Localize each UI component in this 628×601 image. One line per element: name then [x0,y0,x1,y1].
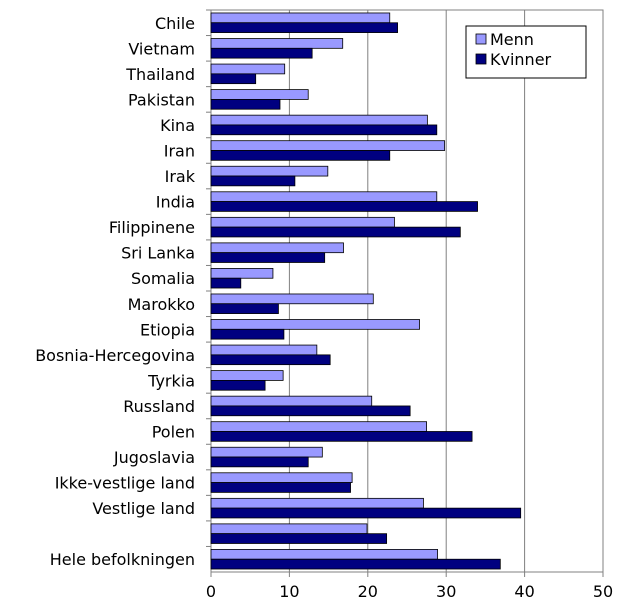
bar-menn [210,216,395,228]
bar-menn [210,191,438,202]
bar-menn [210,446,323,458]
x-tick-label: 30 [436,582,456,601]
category-label: Somalia [131,269,195,288]
bar-kvinner [210,22,398,33]
bar-kvinner [210,482,351,493]
legend-swatch [475,33,487,45]
x-tick-label: 20 [358,582,378,601]
bar-kvinner [210,201,478,212]
category-label: Irak [165,167,196,186]
category-label: Sri Lanka [121,244,195,263]
bar-kvinner [210,405,411,417]
legend-label: Kvinner [490,50,552,69]
category-label: Jugoslavia [113,448,195,467]
bar-menn [210,293,374,305]
bar-kvinner [210,456,309,468]
bar-kvinner [210,175,296,187]
category-label: Hele befolkningen [50,550,195,569]
category-label: Bosnia-Hercegovina [35,346,195,365]
category-label: Filippinene [109,218,195,237]
bars [210,12,522,570]
bar-kvinner [210,73,257,85]
bar-kvinner [210,99,281,110]
category-label: Tyrkia [147,371,195,390]
bar-menn [210,114,428,126]
bar-menn [210,63,286,75]
bar-kvinner [210,558,501,570]
category-label: Marokko [128,295,195,314]
bar-menn [210,89,309,100]
bar-kvinner [210,431,473,442]
bar-kvinner [210,354,331,366]
bar-kvinner [210,277,242,289]
category-label: Iran [164,142,195,161]
bar-kvinner [210,533,388,544]
bar-menn [210,268,274,279]
bar-kvinner [210,226,461,238]
bar-menn [210,38,344,49]
x-tick-label: 10 [279,582,299,601]
bar-menn [210,497,424,509]
category-label: Kina [160,116,195,135]
category-label: Etiopia [140,320,195,339]
bar-menn [210,344,318,356]
bar-menn [210,319,420,330]
bar-menn [210,523,368,535]
category-label: Vestlige land [92,499,195,518]
category-labels: Chile Vietnam Thailand Pakistan Kina Iran Irak… [35,9,211,569]
bar-menn [210,472,353,483]
bar-menn [210,140,446,151]
bar-kvinner [210,507,522,519]
category-label: Ikke-vestlige land [55,474,195,493]
category-label: Polen [152,423,195,442]
bar-menn [210,12,391,24]
x-tick-label: 50 [593,582,613,601]
bar-menn [210,242,344,254]
category-label: Chile [155,14,195,33]
x-axis: 0 10 20 30 40 50 [206,572,613,601]
legend-swatch [475,53,487,65]
x-tick-label: 0 [206,582,216,601]
bar-menn [210,370,284,381]
x-tick-label: 40 [514,582,534,601]
bar-menn [210,165,329,177]
bar-kvinner [210,380,266,391]
legend-label: Menn [490,30,534,49]
bar-kvinner [210,124,438,136]
bar-menn [210,421,428,432]
category-label: Russland [123,397,195,416]
category-label: Pakistan [128,90,195,109]
category-label: Vietnam [128,39,195,58]
bar-kvinner [210,328,285,340]
bar-menn [210,549,438,560]
bar-kvinner [210,303,279,314]
bar-kvinner [210,252,326,263]
bar-menn [210,395,373,407]
category-label: Thailand [125,65,195,84]
bar-kvinner [210,150,391,161]
category-label: India [156,193,195,212]
bar-kvinner [210,47,313,59]
